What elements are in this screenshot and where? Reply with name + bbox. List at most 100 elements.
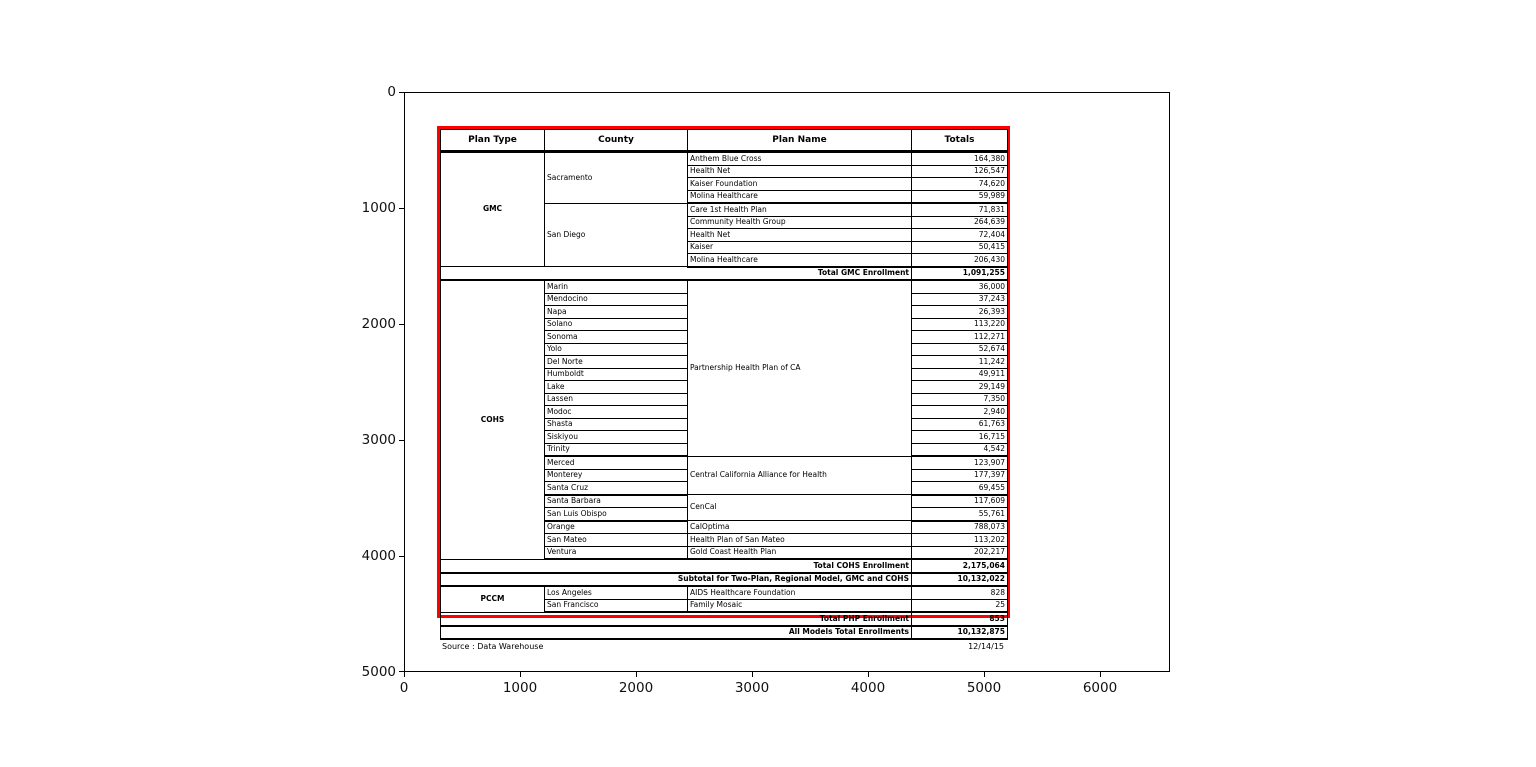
plan-name-cell: AIDS Healthcare Foundation [687,585,912,600]
table-row: Sonoma 112,271 [441,330,1008,344]
county-cell: Los Angeles [544,585,688,600]
plan-name-cell: Community Health Group [687,215,912,229]
total-cell: 788,073 [911,520,1008,534]
enrollment-report: Plan Type County Plan Name Totals GMC Sac… [437,126,1010,651]
total-cell: 74,620 [911,177,1008,191]
total-cell: 55,761 [911,507,1008,522]
plan-name-cell: Health Plan of San Mateo [687,533,912,547]
x-tick-label: 0 [399,680,409,696]
col-header-county: County [544,129,688,153]
total-cell: 177,397 [911,468,1008,482]
total-cell: 202,217 [911,545,1008,560]
county-cell: San Mateo [544,533,688,547]
summary-value-cell: 10,132,022 [911,572,1008,587]
county-cell: Lake [544,380,688,394]
plan-type-cell: COHS [440,279,545,560]
table-row: Modoc 2,940 [441,405,1008,419]
county-cell: Santa Cruz [544,481,688,496]
x-tick-label: 3000 [734,680,770,696]
table-row: Subtotal for Two-Plan, Regional Model, G… [440,572,1008,587]
total-cell: 113,202 [911,533,1008,547]
y-tick-label: 2000 [361,316,396,332]
plan-name-cell: Partnership Health Plan of CA [687,279,912,457]
table-row: GMC Sacramento Anthem Blue Cross 164,380 [440,151,1008,267]
county-cell: Solano [544,317,688,331]
county-cell: Ventura [544,545,688,560]
table-row: Trinity 4,542 [441,442,1008,457]
county-cell: Sonoma [544,330,688,344]
county-cell: Mendocino [544,292,688,306]
y-tick-label: 1000 [361,200,396,216]
total-cell: 828 [911,585,1008,600]
table-row: Solano 113,220 [441,317,1008,331]
total-cell: 37,243 [911,292,1008,306]
total-cell: 11,242 [911,355,1008,369]
summary-label-cell: All Models Total Enrollments [440,625,912,640]
plan-name-cell: Anthem Blue Cross [687,151,912,166]
report-date: 12/14/15 [968,642,1004,651]
county-cell: Yolo [544,342,688,356]
summary-label-cell: Total GMC Enrollment [440,266,912,281]
total-cell: 16,715 [911,430,1008,444]
county-cell: Del Norte [544,355,688,369]
table-row: Orange CalOptima 788,073 [441,520,1008,534]
y-tick-mark [399,92,404,93]
county-cell: Monterey [544,468,688,482]
plan-name-cell: Central California Alliance for Health [687,455,912,495]
plan-name-cell: Molina Healthcare [687,253,912,268]
table-row: All Models Total Enrollments 10,132,875 [440,625,1008,640]
total-cell: 112,271 [911,330,1008,344]
total-cell: 126,547 [911,164,1008,178]
plan-name-cell: Health Net [687,164,912,178]
y-tick-mark [399,440,404,441]
y-tick-mark [399,671,404,672]
plan-name-cell: CenCal [687,494,912,521]
total-cell: 25 [911,598,1008,613]
total-cell: 71,831 [911,202,1008,217]
x-tick-label: 5000 [966,680,1002,696]
table-row: San Francisco Family Mosaic 25 [441,598,1008,613]
total-cell: 123,907 [911,455,1008,470]
table-row: Ventura Gold Coast Health Plan 202,217 [441,545,1008,560]
table-row: Mendocino 37,243 [441,292,1008,306]
county-cell: San Diego [544,202,688,267]
report-table-body: GMC Sacramento Anthem Blue Cross 164,380 Hea… [440,151,1008,640]
x-tick-label: 2000 [618,680,654,696]
summary-label-cell: Total COHS Enrollment [440,558,912,574]
total-cell: 4,542 [911,442,1008,457]
table-row: Community Health Group 264,639 [441,215,1008,229]
total-cell: 52,674 [911,342,1008,356]
plan-name-cell: CalOptima [687,520,912,534]
total-cell: 61,763 [911,417,1008,431]
total-cell: 50,415 [911,240,1008,254]
x-tick-mark [752,672,753,677]
x-tick-mark [636,672,637,677]
table-row: PCCM Los Angeles AIDS Healthcare Foundatio… [440,585,1008,613]
summary-value-cell: 1,091,255 [911,266,1008,281]
x-tick-mark [1100,672,1101,677]
summary-value-cell: 2,175,064 [911,558,1008,574]
table-row: Santa Cruz 69,455 [441,481,1008,496]
col-header-plan-type: Plan Type [440,129,545,153]
total-cell: 26,393 [911,305,1008,319]
county-cell: San Francisco [544,598,688,613]
table-row: Health Net 126,547 [441,164,1008,178]
table-row: Total PHP Enrollment 853 [440,611,1008,627]
total-cell: 113,220 [911,317,1008,331]
county-cell: Sacramento [544,151,688,204]
summary-label-cell: Total PHP Enrollment [440,611,912,627]
total-cell: 36,000 [911,279,1008,294]
col-header-plan-name: Plan Name [687,129,912,153]
x-tick-mark [520,672,521,677]
y-tick-label: 3000 [361,432,396,448]
y-tick-label: 5000 [361,664,396,680]
report-table: Plan Type County Plan Name Totals GMC Sac… [440,129,1008,640]
plan-type-cell: GMC [440,151,545,267]
header-row: Plan Type County Plan Name Totals [440,129,1008,153]
total-cell: 264,639 [911,215,1008,229]
y-tick-label: 4000 [361,548,396,564]
table-row: COHS Marin Partnership Health Plan of CA 36… [440,279,1008,560]
total-cell: 164,380 [911,151,1008,166]
x-tick-label: 6000 [1082,680,1118,696]
source-note: Source : Data Warehouse [442,642,544,651]
